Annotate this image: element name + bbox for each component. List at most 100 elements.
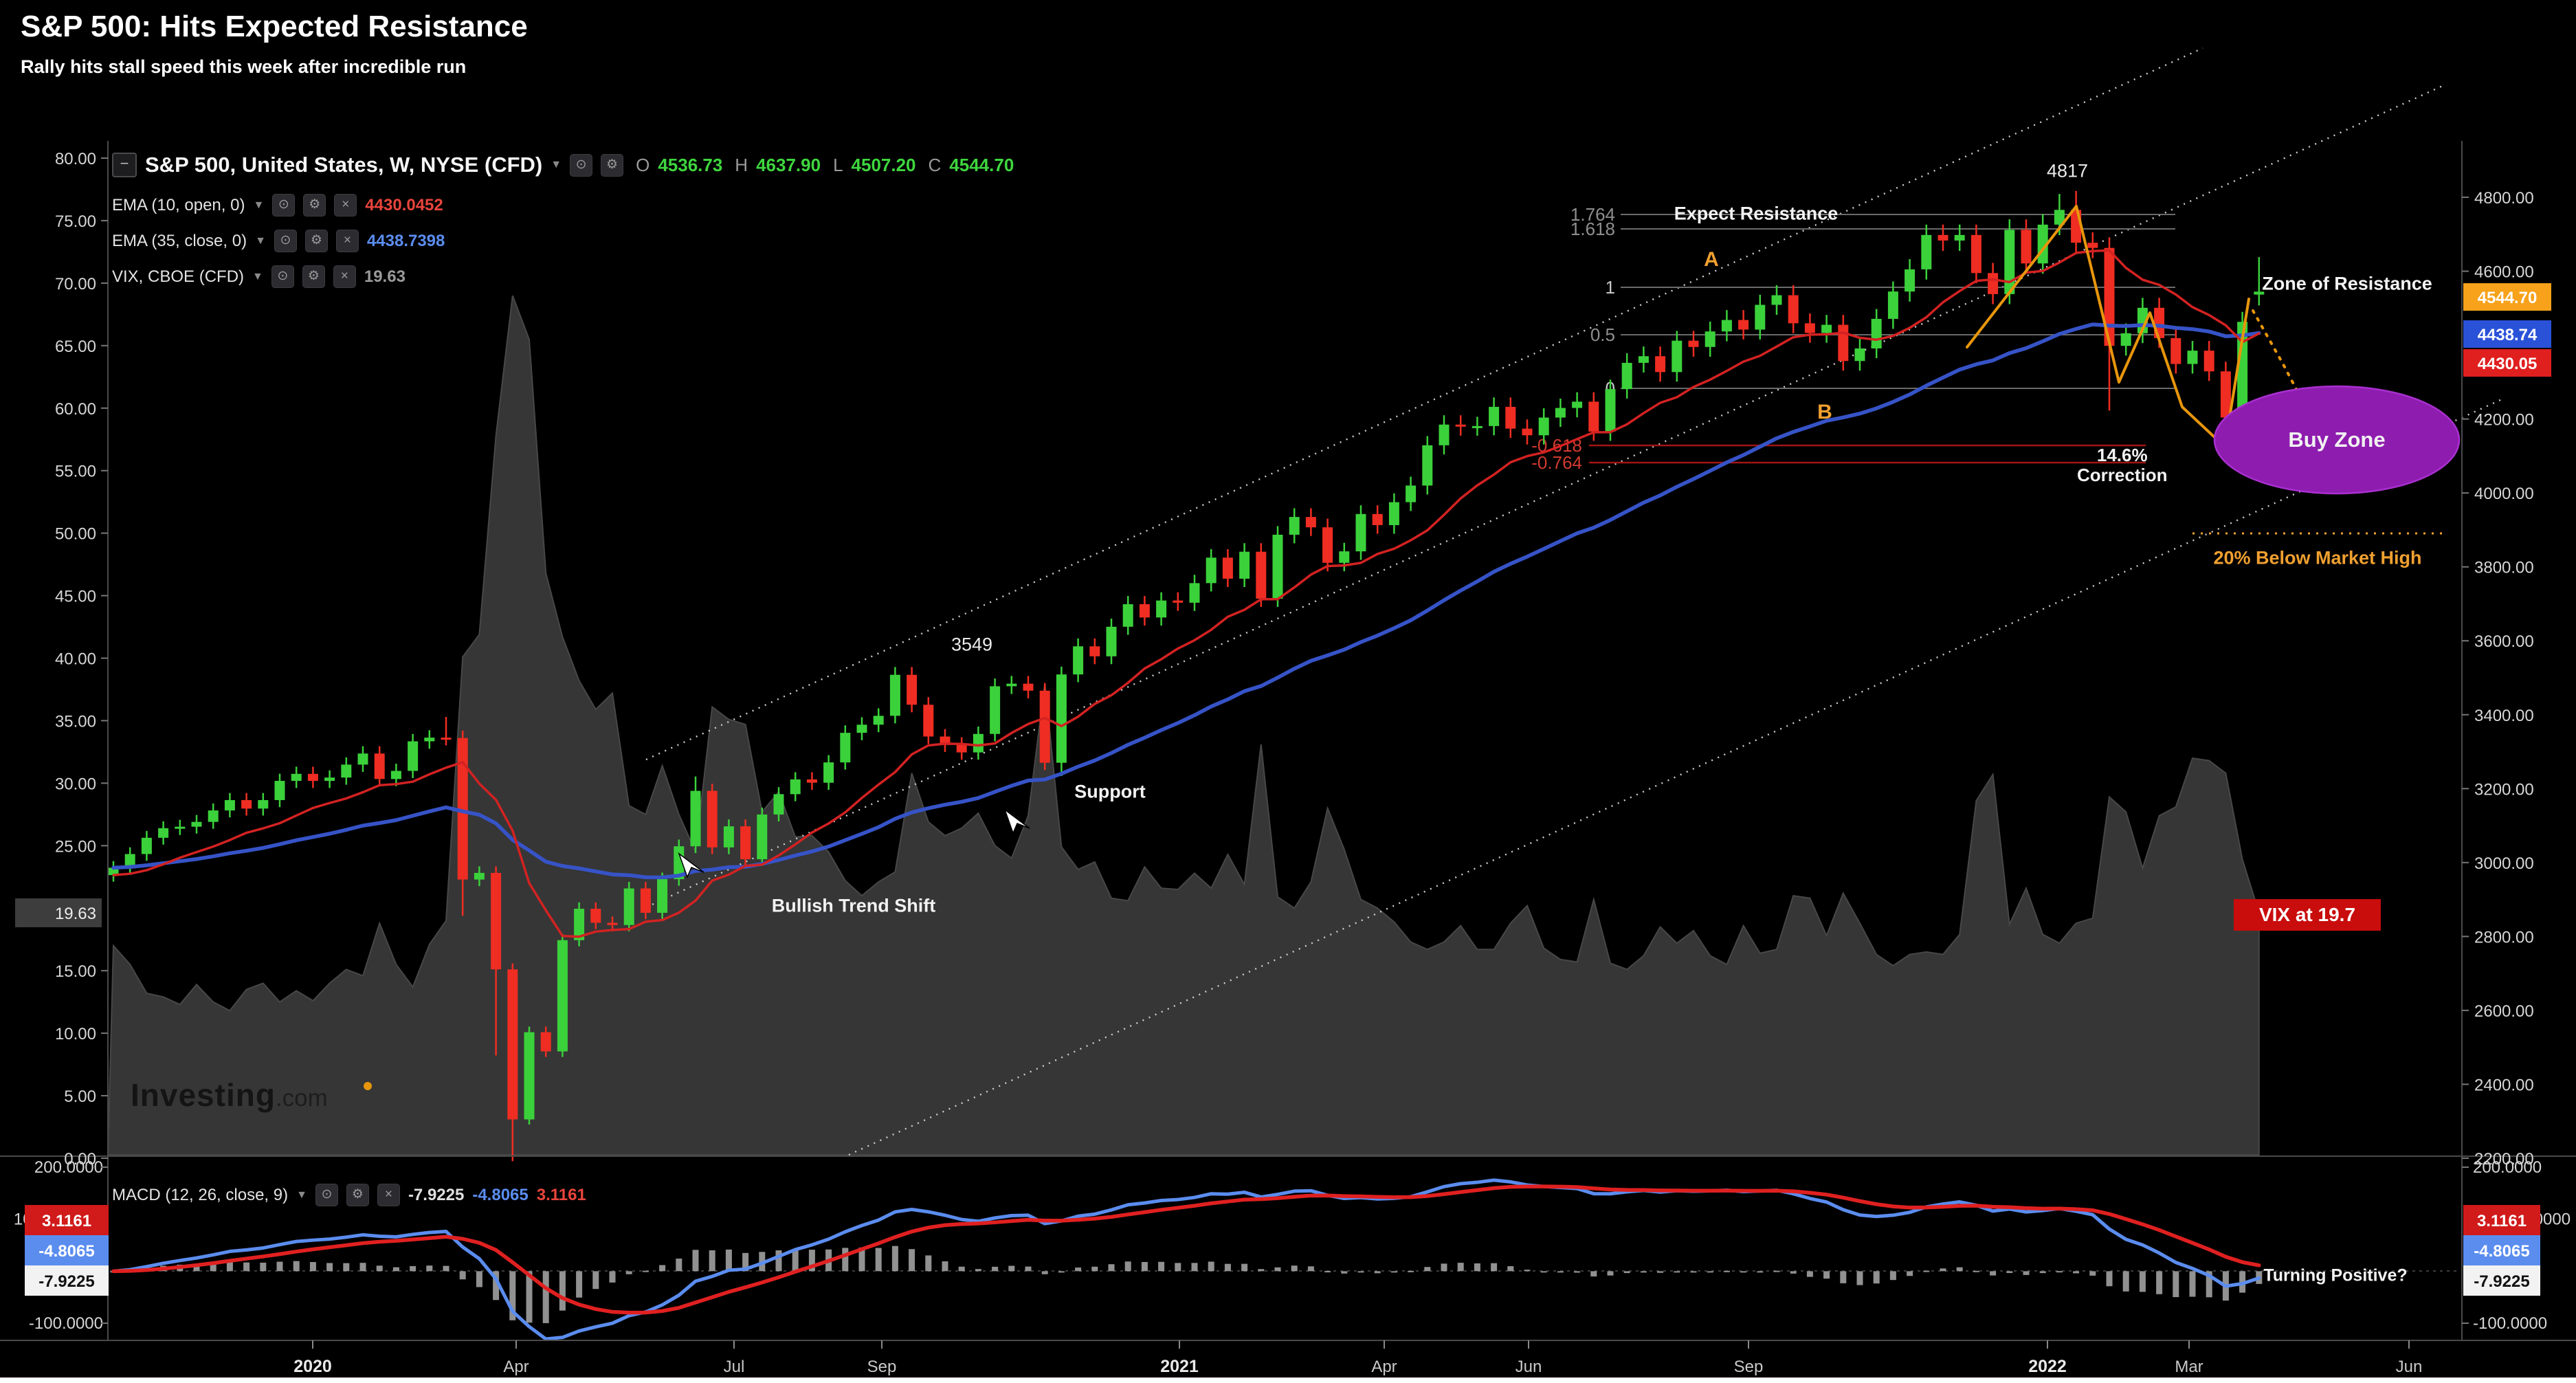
macd-badge: [2463, 1235, 2540, 1265]
candle-body: [1721, 320, 1732, 332]
time-axis-label[interactable]: Apr: [1371, 1358, 1397, 1376]
close-icon[interactable]: ×: [335, 230, 359, 252]
correction-word: Correction: [2077, 465, 2168, 485]
time-axis-label[interactable]: Jun: [1515, 1358, 1542, 1376]
candle-body: [1871, 318, 1882, 348]
macd-histogram-bar: [542, 1271, 549, 1323]
candle-body: [640, 888, 651, 913]
macd-histogram-bar: [958, 1266, 965, 1272]
gear-icon[interactable]: ⚙: [601, 153, 624, 177]
candle-body: [191, 821, 202, 827]
candle-body: [258, 799, 269, 809]
price-badge-value: 4430.05: [2478, 355, 2538, 373]
candle-body: [1322, 527, 1333, 563]
macd-histogram-bar: [1773, 1270, 1780, 1272]
chevron-down-icon[interactable]: ▼: [296, 1188, 307, 1201]
candle-body: [1588, 401, 1599, 432]
candle-body: [973, 733, 984, 753]
macd-histogram-bar: [243, 1262, 250, 1272]
macd-histogram-bar: [909, 1249, 915, 1272]
candle-body: [2104, 247, 2115, 346]
macd-histogram-bar: [2006, 1271, 2013, 1273]
ema10-legend-row[interactable]: EMA (10, open, 0) ▼ ⊙ ⚙ × 4430.0452: [112, 194, 443, 217]
candle-body: [141, 837, 152, 854]
macd-histogram-bar: [676, 1258, 682, 1272]
macd-badge: [25, 1235, 109, 1265]
gear-icon[interactable]: ⚙: [302, 265, 325, 288]
zone-of-resistance-label: Zone of Resistance: [2262, 273, 2432, 294]
candle-body: [1406, 485, 1417, 502]
candle-body: [2187, 351, 2198, 364]
candle-body: [241, 799, 252, 809]
eye-icon[interactable]: ⊙: [272, 194, 296, 217]
time-axis-label[interactable]: Apr: [503, 1358, 529, 1376]
vix-axis-label: 25.00: [55, 837, 96, 856]
candle-body: [907, 674, 918, 705]
macd-histogram-bar: [1524, 1270, 1531, 1272]
candle-body: [1755, 305, 1766, 330]
close-icon[interactable]: ×: [377, 1184, 400, 1206]
candle-body: [1804, 323, 1815, 333]
macd-histogram-bar: [942, 1261, 948, 1272]
macd-histogram-bar: [1474, 1263, 1480, 1272]
chevron-down-icon[interactable]: ▼: [551, 159, 562, 170]
macd-histogram-bar: [642, 1270, 649, 1272]
chevron-down-icon[interactable]: ▼: [253, 199, 265, 211]
macd-histogram-bar: [1707, 1271, 1713, 1273]
ema35-label[interactable]: EMA (35, close, 0): [112, 231, 247, 250]
price-axis-label: 4800.00: [2474, 189, 2534, 208]
close-icon[interactable]: ×: [334, 194, 357, 217]
collapse-legend-icon[interactable]: −: [112, 153, 137, 177]
macd-histogram-bar: [2156, 1271, 2163, 1294]
time-axis-label[interactable]: Mar: [2175, 1358, 2203, 1376]
ema35-legend-row[interactable]: EMA (35, close, 0) ▼ ⊙ ⚙ × 4438.7398: [112, 230, 445, 252]
macd-histogram-bar: [1607, 1271, 1614, 1276]
watermark-suffix: .com: [275, 1085, 328, 1111]
gear-icon[interactable]: ⚙: [303, 194, 326, 217]
time-axis-label[interactable]: Sep: [867, 1358, 897, 1376]
candle-body: [790, 779, 801, 795]
candle-body: [1106, 626, 1117, 656]
close-icon[interactable]: ×: [333, 265, 356, 288]
candle-body: [1522, 428, 1533, 436]
macd-histogram-bar: [1856, 1271, 1863, 1285]
symbol-title[interactable]: S&P 500, United States, W, NYSE (CFD): [145, 153, 543, 177]
macd-histogram-bar: [1058, 1271, 1065, 1273]
candle-body: [1089, 646, 1100, 656]
eye-icon[interactable]: ⊙: [570, 153, 593, 177]
macd-axis-label: 200.0000: [34, 1158, 103, 1177]
macd-label[interactable]: MACD (12, 26, close, 9): [112, 1185, 289, 1204]
price-badge: [2463, 349, 2551, 377]
candle-body: [2220, 371, 2231, 418]
vix-legend-row[interactable]: VIX, CBOE (CFD) ▼ ⊙ ⚙ × 19.63: [112, 265, 406, 288]
time-axis-label[interactable]: Jun: [2396, 1358, 2423, 1376]
macd-histogram-bar: [376, 1265, 383, 1272]
macd-histogram-bar: [1025, 1266, 1032, 1272]
gear-icon[interactable]: ⚙: [346, 1184, 369, 1206]
vix-axis-label: 60.00: [55, 400, 96, 419]
candle-body: [707, 790, 718, 848]
candle-body: [524, 1032, 535, 1120]
chevron-down-icon[interactable]: ▼: [252, 270, 263, 283]
macd-legend-row[interactable]: MACD (12, 26, close, 9) ▼ ⊙ ⚙ × -7.9225 …: [112, 1184, 586, 1206]
eye-icon[interactable]: ⊙: [315, 1184, 338, 1206]
ema10-label[interactable]: EMA (10, open, 0): [112, 195, 245, 214]
macd-histogram-bar: [692, 1250, 699, 1272]
time-axis-label[interactable]: Sep: [1734, 1358, 1764, 1376]
eye-icon[interactable]: ⊙: [274, 230, 297, 252]
time-axis-label[interactable]: 2020: [293, 1357, 332, 1376]
macd-histogram-bar: [1091, 1266, 1098, 1272]
symbol-legend-row[interactable]: − S&P 500, United States, W, NYSE (CFD) …: [112, 153, 1014, 177]
vix-label[interactable]: VIX, CBOE (CFD): [112, 267, 245, 286]
chevron-down-icon[interactable]: ▼: [255, 234, 266, 247]
time-axis-label[interactable]: 2022: [2028, 1357, 2067, 1376]
ema35-value: 4438.7398: [366, 231, 445, 250]
vix-axis-label: 80.00: [55, 150, 96, 168]
eye-icon[interactable]: ⊙: [271, 265, 294, 288]
candle-body: [291, 773, 302, 782]
open-value: 4536.73: [658, 154, 723, 175]
gear-icon[interactable]: ⚙: [304, 230, 328, 252]
time-axis-label[interactable]: Jul: [724, 1358, 745, 1376]
time-axis-label[interactable]: 2021: [1160, 1357, 1199, 1376]
